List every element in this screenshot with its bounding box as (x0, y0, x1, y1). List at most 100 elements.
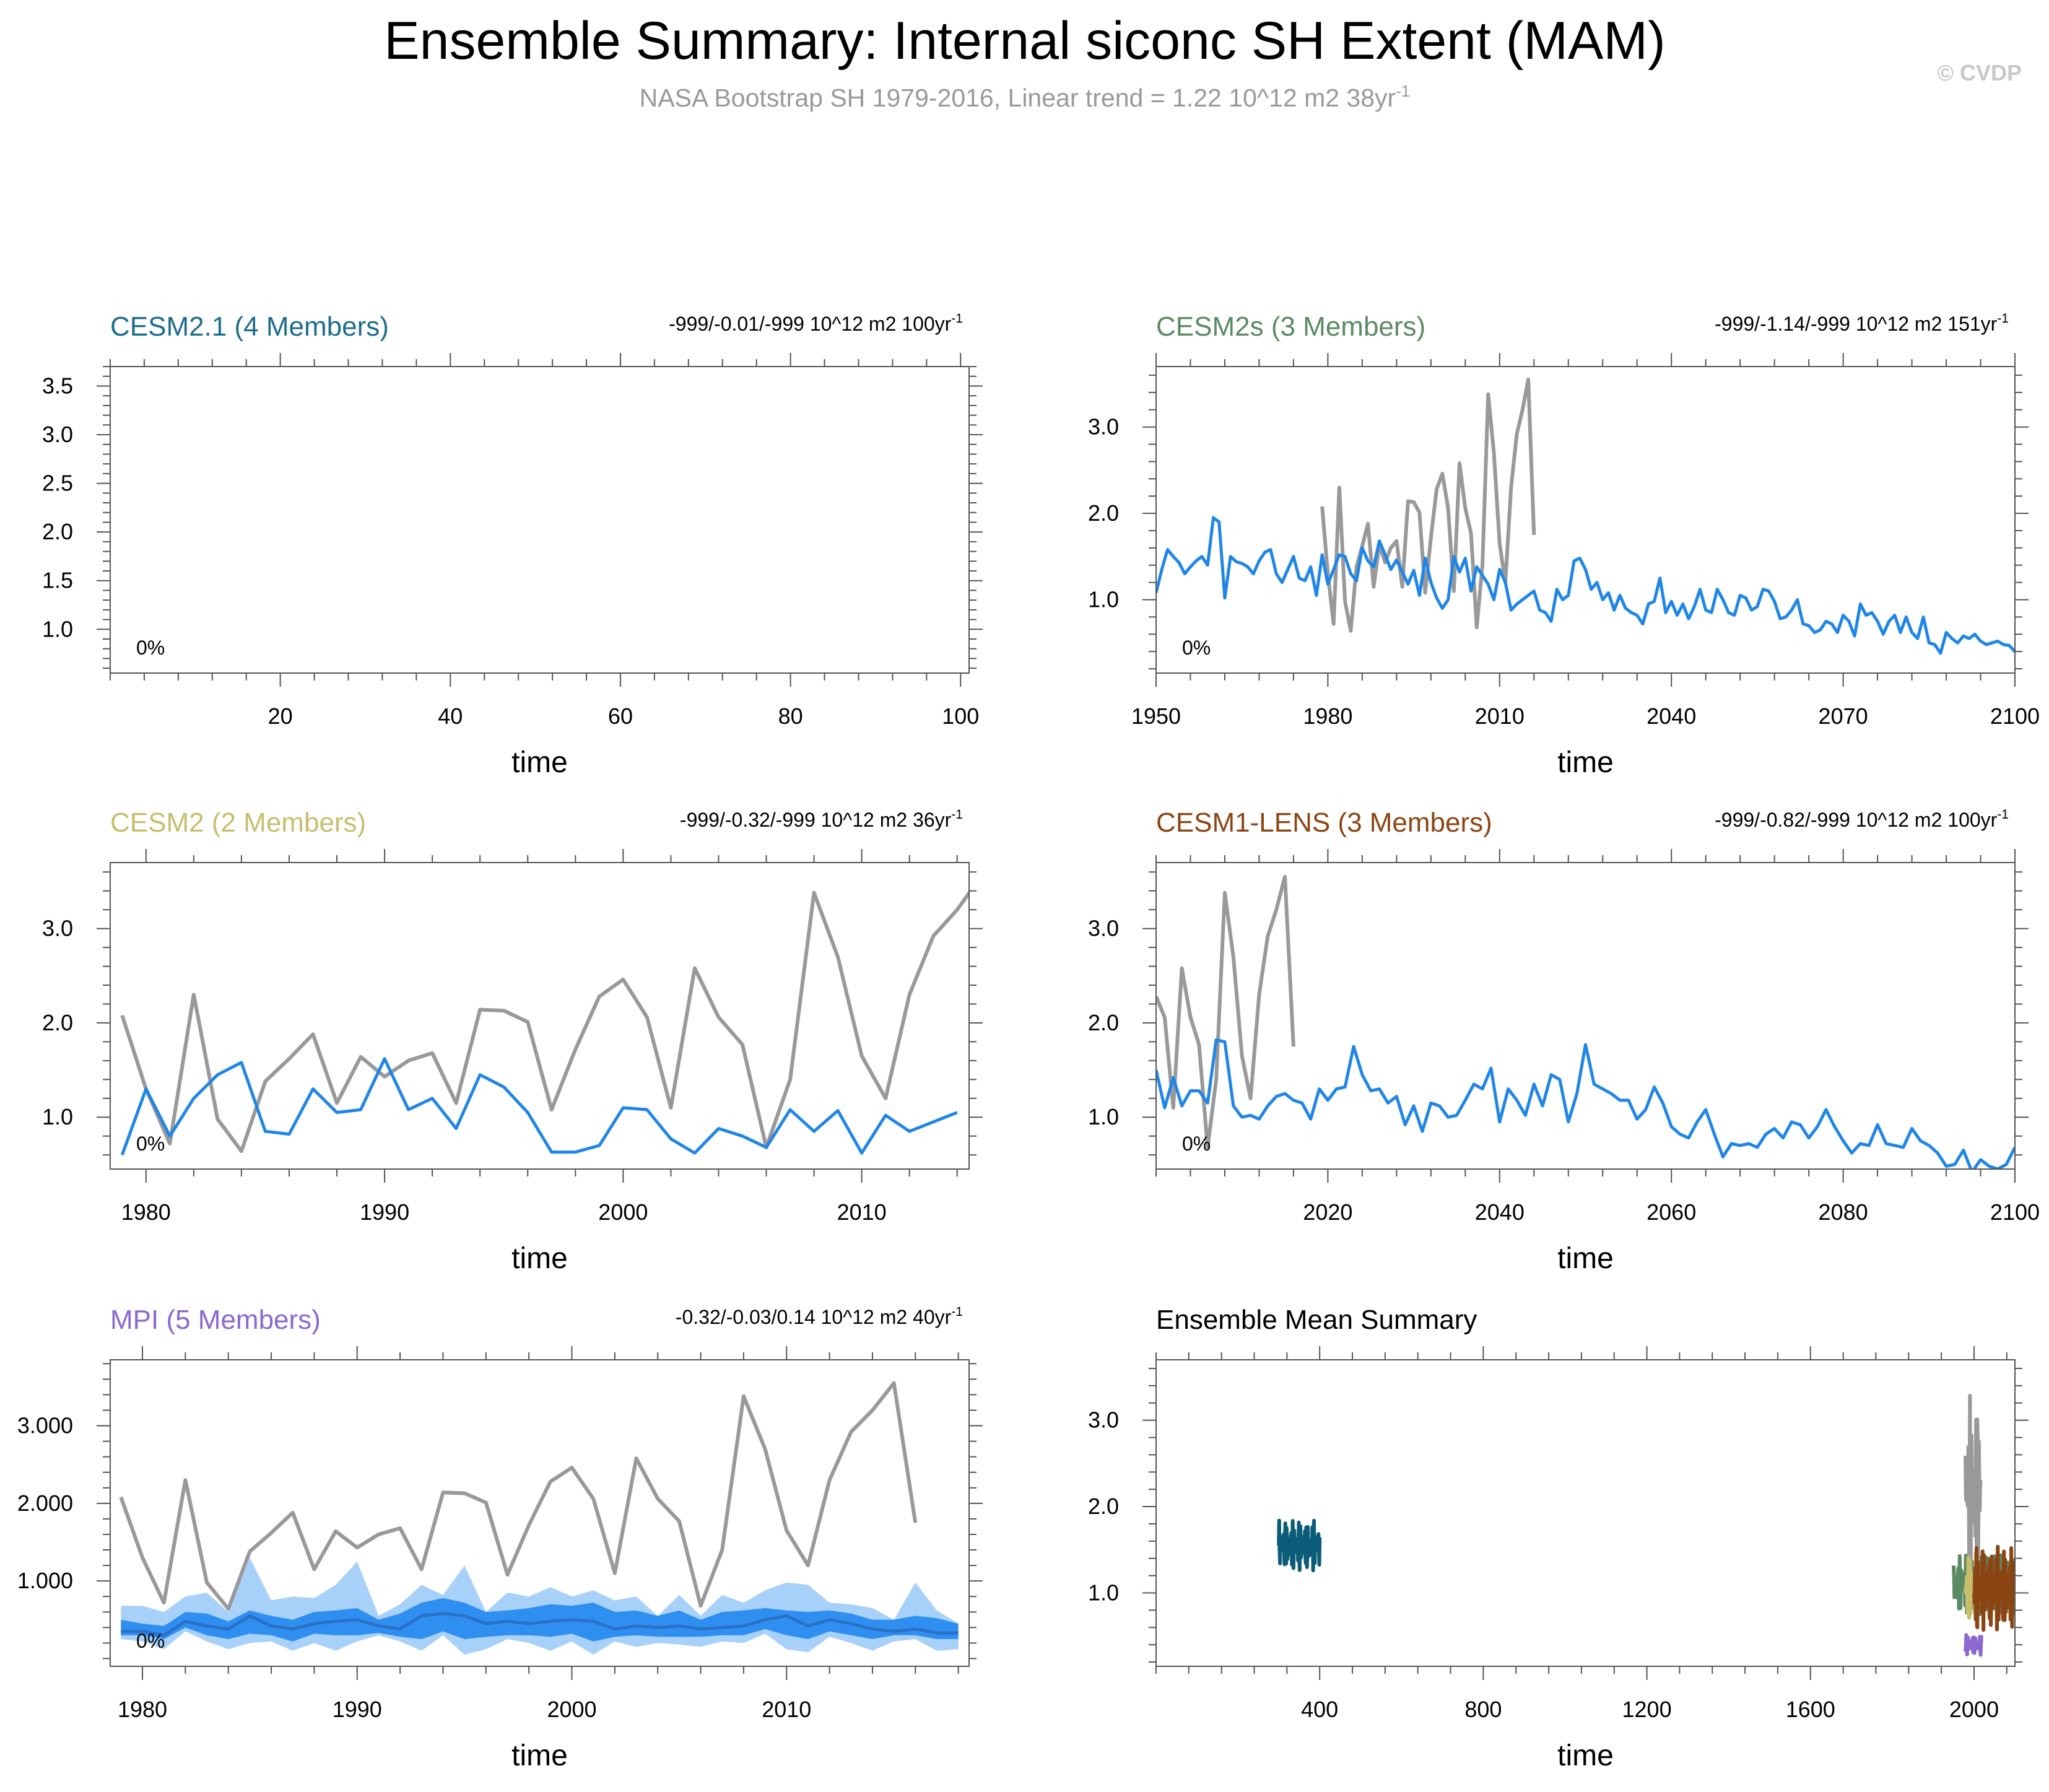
chart-panel-p6: Ensemble Mean Summary 400 800 1200 1600 2000 1… (1088, 1305, 2029, 1772)
y-tick-label: 1.0 (1088, 1580, 1119, 1605)
percent-label: 0% (136, 1630, 165, 1652)
x-tick-label: 2000 (598, 1199, 648, 1225)
panel-title: CESM2s (3 Members) (1156, 311, 1425, 342)
figure-subtitle-sup: -1 (1396, 82, 1410, 100)
x-tick-label: 40 (438, 703, 463, 729)
panels: CESM2.1 (4 Members) -999/-0.01/-999 10^12… (17, 311, 2040, 1772)
y-tick-label: 3.000 (17, 1413, 73, 1438)
panel-title: MPI (5 Members) (110, 1305, 321, 1335)
x-tick-label: 1990 (360, 1199, 409, 1225)
panel-trend-text: -999/-0.32/-999 10^12 m2 36yr (680, 809, 952, 831)
y-tick-label: 3.0 (42, 916, 73, 941)
plot-area (120, 890, 969, 1156)
plot-area (1277, 1393, 2015, 1657)
panel-trend-sup: -1 (1997, 311, 2009, 326)
ensemble-mean-line (121, 1612, 959, 1637)
x-tick-label: 1200 (1622, 1697, 1672, 1722)
x-tick-label: 2100 (1990, 1199, 2040, 1225)
y-tick-label: 3.0 (1088, 1407, 1119, 1433)
plot-frame (1155, 1359, 2016, 1667)
figure-title: Ensemble Summary: Internal siconc SH Ext… (384, 11, 1665, 71)
panel-trend-sup: -1 (951, 1305, 963, 1319)
plot-frame (110, 366, 970, 674)
y-tick-label: 3.0 (1088, 414, 1119, 440)
x-tick-label: 2020 (1303, 1199, 1352, 1225)
x-tick-label: 80 (778, 703, 803, 729)
panel-title: CESM1-LENS (3 Members) (1156, 807, 1492, 838)
x-tick-label: 2010 (837, 1199, 887, 1225)
x-tick-label: 2000 (1949, 1697, 1999, 1722)
panel-trend-sup: -1 (1997, 807, 2009, 822)
y-tick-label: 2.0 (1088, 500, 1119, 526)
x-tick-label: 2040 (1647, 703, 1696, 729)
x-tick-label: 2070 (1819, 703, 1868, 729)
y-tick-label: 2.5 (42, 471, 73, 496)
x-tick-label: 1600 (1786, 1697, 1835, 1722)
chart-panel-p4: CESM1-LENS (3 Members) -999/-0.82/-999 10… (1088, 807, 2040, 1275)
x-axis-label: time (1557, 1242, 1614, 1275)
panel-trend-label: -999/-0.82/-999 10^12 m2 100yr-1 (1715, 807, 2009, 831)
chart-panel-p1: CESM2.1 (4 Members) -999/-0.01/-999 10^12… (42, 311, 983, 779)
percent-label: 0% (136, 637, 165, 659)
x-axis-label: time (1557, 1739, 1614, 1772)
summary-line-CESM2.1 (1277, 1518, 1322, 1573)
x-axis-label: time (511, 1242, 568, 1275)
x-tick-label: 1980 (118, 1697, 167, 1722)
plot-area (119, 1381, 959, 1655)
panel-trend-label: -999/-0.01/-999 10^12 m2 100yr-1 (669, 311, 963, 335)
y-tick-label: 3.5 (42, 373, 73, 398)
copyright-label: © CVDP (1937, 60, 2022, 85)
x-axis-label: time (1557, 746, 1614, 779)
summary-line-obs (1964, 1393, 1983, 1576)
plot-area (1156, 874, 2015, 1169)
series-line-ensemble (1156, 516, 2015, 655)
y-tick-label: 1.000 (17, 1568, 73, 1593)
x-axis-label: time (511, 746, 568, 779)
plot-frame (1155, 862, 2016, 1170)
summary-line-MPI (1964, 1633, 1983, 1657)
x-tick-label: 800 (1464, 1697, 1502, 1722)
plot-area (1156, 377, 2015, 655)
series-line-ensemble (1156, 1038, 2015, 1169)
x-tick-label: 2010 (762, 1697, 811, 1722)
plot-frame (110, 1359, 970, 1667)
plot-frame (1155, 366, 2016, 674)
y-tick-label: 1.0 (1088, 586, 1119, 612)
x-tick-label: 2080 (1819, 1199, 1868, 1225)
y-tick-label: 1.0 (42, 616, 73, 642)
chart-panel-p5: MPI (5 Members) -0.32/-0.03/0.14 10^12 m2… (17, 1305, 983, 1772)
y-tick-label: 2.0 (42, 519, 73, 544)
panel-trend-text: -999/-0.01/-999 10^12 m2 100yr (669, 313, 952, 335)
chart-panel-p2: CESM2s (3 Members) -999/-1.14/-999 10^12 … (1088, 311, 2040, 779)
x-tick-label: 1990 (333, 1697, 382, 1722)
x-tick-label: 1980 (121, 1199, 171, 1225)
y-tick-label: 3.0 (42, 422, 73, 447)
x-tick-label: 2000 (547, 1697, 596, 1722)
panel-title: Ensemble Mean Summary (1156, 1305, 1477, 1335)
x-tick-label: 100 (942, 703, 979, 729)
y-tick-label: 1.0 (42, 1104, 73, 1129)
y-tick-label: 1.5 (42, 568, 73, 593)
x-tick-label: 2040 (1475, 1199, 1525, 1225)
y-tick-label: 1.0 (1088, 1104, 1119, 1129)
chart-panel-p3: CESM2 (2 Members) -999/-0.32/-999 10^12 m… (42, 807, 983, 1275)
figure-subtitle: NASA Bootstrap SH 1979-2016, Linear tren… (640, 82, 1411, 112)
x-tick-label: 1980 (1303, 703, 1352, 729)
x-tick-label: 20 (268, 703, 293, 729)
series-line-ensemble (120, 1057, 958, 1156)
x-tick-label: 2010 (1475, 703, 1525, 729)
panel-trend-label: -0.32/-0.03/0.14 10^12 m2 40yr-1 (676, 1305, 963, 1328)
y-tick-label: 2.0 (42, 1010, 73, 1035)
summary-line-CESM1-LENS (1972, 1544, 2015, 1632)
series-line-obs (120, 890, 969, 1154)
panel-trend-label: -999/-0.32/-999 10^12 m2 36yr-1 (680, 807, 963, 831)
plot-frame (110, 862, 970, 1170)
x-tick-label: 60 (608, 703, 633, 729)
x-tick-label: 1950 (1131, 703, 1181, 729)
x-tick-label: 400 (1301, 1697, 1338, 1722)
figure-subtitle-text: NASA Bootstrap SH 1979-2016, Linear tren… (640, 84, 1396, 112)
y-tick-label: 2.0 (1088, 1494, 1119, 1519)
panel-trend-sup: -1 (951, 807, 963, 822)
percent-label: 0% (136, 1133, 165, 1155)
